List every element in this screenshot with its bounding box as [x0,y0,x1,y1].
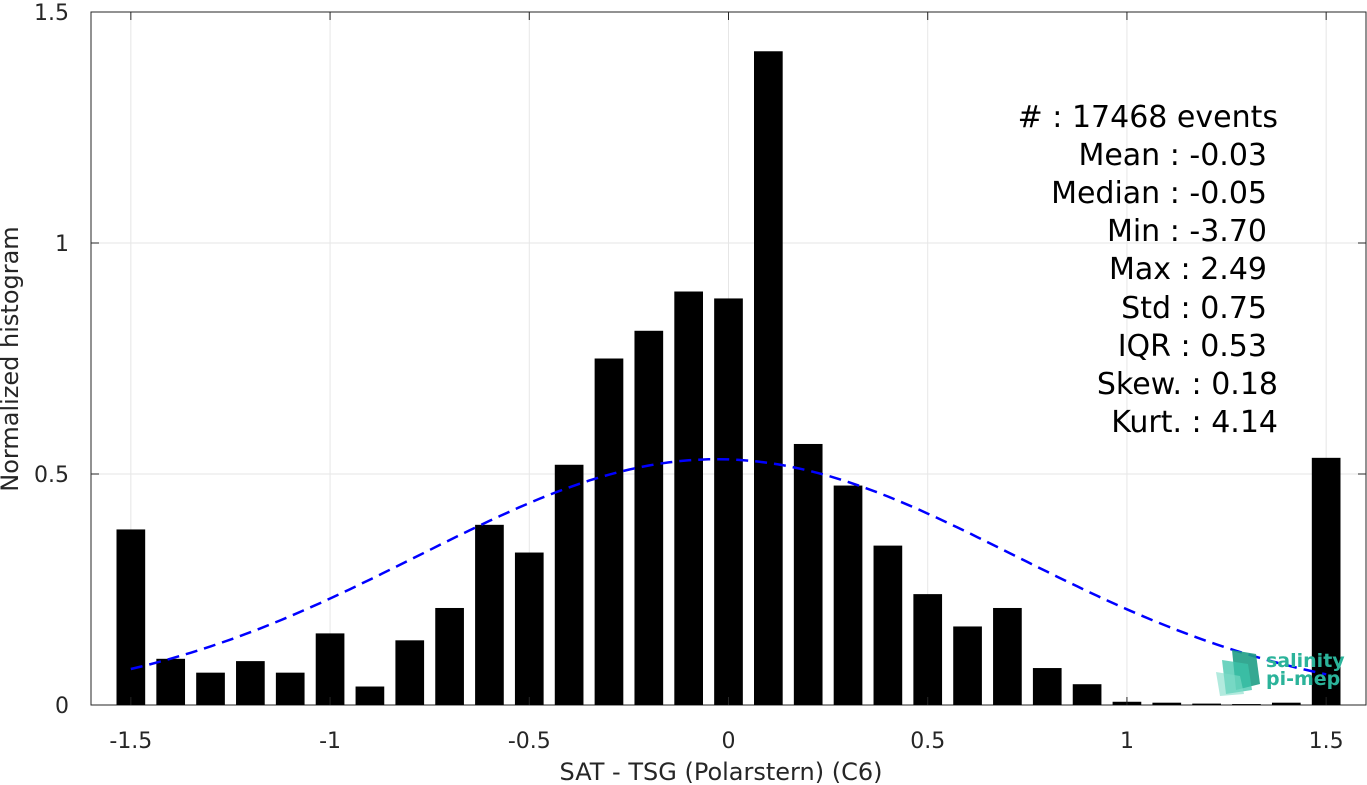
histogram-bar [674,291,703,705]
histogram-bar [554,464,584,705]
histogram-bar [754,51,783,705]
histogram-bar [315,633,345,705]
histogram-bar [714,298,743,705]
x-axis-label: SAT - TSG (Polarstern) (C6) [560,758,883,785]
x-tick-label: -1 [319,729,341,754]
logo-mark-icon [1216,650,1260,696]
x-tick-label: 1.5 [1309,729,1344,754]
logo-text-pimep: pi-mep [1266,668,1340,690]
logo-text-salinity: salinity [1266,650,1345,672]
x-tick-label: -1.5 [109,729,152,754]
x-tick-label: -0.5 [508,729,551,754]
histogram-bar [1152,702,1182,705]
histogram-bar [1311,457,1341,705]
y-tick-label: 0.5 [34,463,69,488]
histogram-bar [993,607,1022,705]
stat-kurt: Kurt. : 4.14 [1111,405,1278,440]
histogram-bar [913,594,943,705]
histogram-bar [1232,704,1261,705]
histogram-bar [275,672,305,705]
x-ticks: -1.5 -1 -0.5 0 0.5 1 1.5 [109,12,1344,754]
salinity-pimep-logo: salinity pi-mep [1216,650,1345,696]
x-tick-label: 0 [722,729,736,754]
histogram-bar [116,529,146,705]
y-tick-label: 1 [55,232,69,257]
stat-max: Max : 2.49 [1109,252,1267,287]
histogram-bar [594,358,624,705]
histogram-bar [435,607,464,705]
stat-skew: Skew. : 0.18 [1097,367,1278,402]
x-tick-label: 1 [1120,729,1134,754]
stat-min: Min : -3.70 [1107,214,1267,249]
histogram-bar [156,658,186,705]
histogram-bar [833,485,863,705]
histogram-bar [475,524,504,705]
stat-median: Median : -0.05 [1051,176,1267,211]
x-tick-label: 0.5 [910,729,945,754]
histogram-bar [953,626,982,705]
histogram-bar [1032,668,1062,705]
histogram-bar [1072,684,1102,705]
gaussian-fit-curve [130,458,1327,676]
stat-std: Std : 0.75 [1121,291,1267,326]
y-tick-label: 1.5 [34,1,69,26]
histogram-bar [236,661,265,705]
histogram-bar [1271,702,1301,705]
stat-mean: Mean : -0.03 [1078,138,1267,173]
y-axis-label: Normalized histogram [0,226,24,491]
histogram-bar [1192,703,1221,705]
histogram-bar [514,552,544,705]
histogram-bar [196,672,225,705]
histogram-bar [873,545,903,705]
stat-iqr: IQR : 0.53 [1118,329,1267,364]
histogram-bar [355,686,385,705]
stats-box: # : 17468 events Mean : -0.03 Median : -… [1018,100,1278,440]
stat-count: # : 17468 events [1018,100,1278,135]
histogram-bar [634,330,664,705]
bars [116,51,1341,705]
y-tick-label: 0 [55,694,69,719]
histogram-bar [793,443,823,705]
histogram-bar [395,640,425,705]
y-ticks: 0 0.5 1 1.5 [34,1,1366,719]
